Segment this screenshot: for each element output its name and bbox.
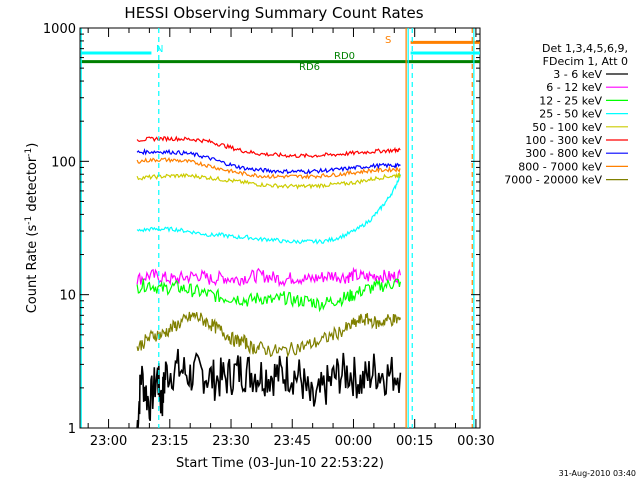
legend-label: 100 - 300 keV [525, 134, 602, 147]
y-tick-label: 1 [68, 422, 76, 437]
y-tick-label: 1000 [43, 22, 76, 37]
series-line [136, 147, 401, 175]
y-tick-label: 100 [51, 155, 76, 170]
legend-label: 12 - 25 keV [539, 94, 602, 107]
flag-layer [80, 40, 480, 64]
legend: Det 1,3,4,5,6,9, FDecim 1, Att 0 3 - 6 k… [504, 42, 628, 187]
series-layer [136, 135, 402, 429]
ylabel-mid: detector [25, 156, 40, 216]
x-tick-label: 23:00 [90, 434, 127, 449]
legend-label: 6 - 12 keV [546, 81, 602, 94]
series-line [136, 266, 401, 288]
chart-title: HESSI Observing Summary Count Rates [124, 4, 423, 22]
x-axis: 23:00 23:15 23:30 23:45 00:00 00:15 00:30 [87, 28, 495, 449]
series-line [136, 278, 401, 313]
x-tick-label: 00:30 [457, 434, 494, 449]
plot-frame [79, 27, 481, 429]
ylabel-sup1: -1 [24, 216, 34, 225]
series-line [136, 172, 401, 190]
ylabel-sup2: -1 [24, 148, 34, 157]
series-line [136, 135, 401, 159]
y-axis: 1 10 100 1000 [43, 22, 480, 437]
x-tick-label: 00:00 [335, 434, 372, 449]
legend-label: 800 - 7000 keV [518, 160, 602, 173]
ylabel-end: ) [25, 143, 40, 148]
y-axis-label: Count Rate (s-1 detector-1) [24, 143, 40, 314]
series-line [136, 156, 401, 180]
legend-label: 50 - 100 keV [532, 121, 602, 134]
timestamp: 31-Aug-2010 03:40 [559, 469, 636, 478]
flag-label-n: N [156, 44, 163, 55]
legend-label: 25 - 50 keV [539, 108, 602, 121]
legend-header-2: FDecim 1, Att 0 [543, 55, 628, 68]
legend-label: 3 - 6 keV [553, 68, 602, 81]
x-tick-label: 23:15 [151, 434, 188, 449]
flag-label-rd0: RD0 [334, 51, 355, 62]
x-tick-label: 00:15 [396, 434, 433, 449]
y-tick-label: 10 [59, 289, 76, 304]
flag-label-rd6: RD6 [299, 62, 320, 73]
series-line [136, 348, 402, 429]
legend-label: 300 - 800 keV [525, 147, 602, 160]
legend-label: 7000 - 20000 keV [504, 174, 602, 187]
ylabel-main: Count Rate (s [25, 225, 40, 314]
x-tick-label: 23:30 [212, 434, 249, 449]
series-line [136, 174, 401, 245]
legend-header-1: Det 1,3,4,5,6,9, [542, 42, 628, 55]
vertical-marker-layer [80, 28, 475, 428]
x-tick-label: 23:45 [274, 434, 311, 449]
x-axis-label: Start Time (03-Jun-10 22:53:22) [176, 456, 384, 471]
series-line [136, 311, 401, 359]
flag-label-s: S [385, 35, 391, 46]
